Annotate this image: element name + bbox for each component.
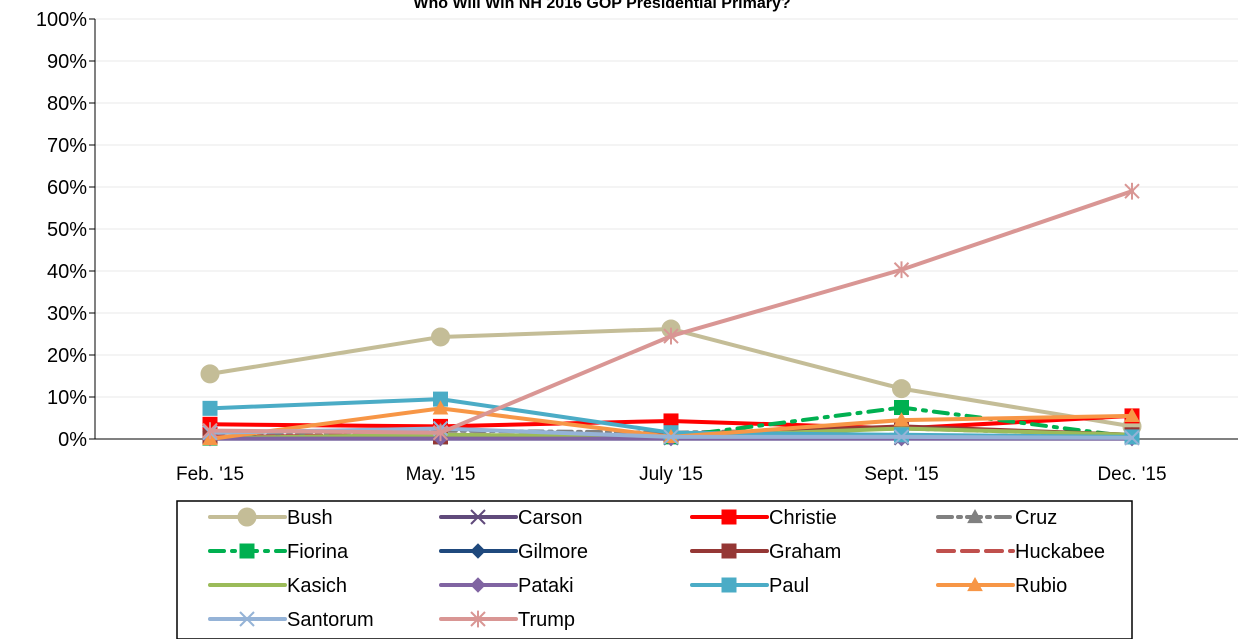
y-tick-label: 80% xyxy=(47,93,87,115)
data-point xyxy=(893,412,910,427)
legend-swatch-marker xyxy=(967,576,983,592)
marker-x-stroke xyxy=(1124,430,1140,446)
x-tick-label: Feb. '15 xyxy=(176,464,244,485)
x-tick-label: Dec. '15 xyxy=(1097,464,1166,485)
data-point xyxy=(431,327,450,347)
legend-swatch-marker xyxy=(237,507,257,527)
legend-label: Bush xyxy=(287,507,333,529)
y-tick-label: 30% xyxy=(47,303,87,325)
series-lines xyxy=(200,182,1142,447)
legend-label: Pataki xyxy=(518,575,574,597)
chart-title: Who Will Win NH 2016 GOP Presidential Pr… xyxy=(413,0,790,12)
legend-item: Paul xyxy=(690,575,809,597)
legend-swatch-marker xyxy=(721,509,737,525)
data-point xyxy=(202,400,218,416)
y-tick-label: 40% xyxy=(47,261,87,283)
data-point xyxy=(432,400,449,415)
legend-swatch-marker xyxy=(239,611,255,627)
data-point xyxy=(1124,430,1140,446)
y-tick-label: 70% xyxy=(47,135,87,157)
legend-swatch-marker xyxy=(470,577,486,593)
data-point xyxy=(1124,407,1140,422)
y-tick-label: 20% xyxy=(47,345,87,367)
legend-item: Fiorina xyxy=(208,541,349,563)
legend-label: Carson xyxy=(518,507,582,529)
y-tick-label: 10% xyxy=(47,387,87,409)
marker-x-stroke xyxy=(239,611,255,627)
legend-swatch-marker xyxy=(967,508,983,524)
legend-swatch-marker xyxy=(470,509,486,525)
legend: Bush Carson Christie Cruz Fiorina Gilmore Grah… xyxy=(176,500,1133,639)
data-point xyxy=(893,261,910,279)
legend-item: Santorum xyxy=(208,609,374,631)
y-tick-label: 100% xyxy=(36,9,87,31)
marker-x-stroke xyxy=(470,509,486,525)
y-tick-label: 90% xyxy=(47,51,87,73)
legend-item: Christie xyxy=(690,507,837,529)
legend-item: Pataki xyxy=(439,575,574,597)
legend-label: Rubio xyxy=(1015,575,1067,597)
legend-frame xyxy=(176,500,1133,639)
legend-swatch-marker xyxy=(239,543,255,559)
legend-label: Christie xyxy=(769,507,837,529)
legend-item: Trump xyxy=(439,609,575,631)
legend-item: Gilmore xyxy=(439,541,588,563)
legend-label: Graham xyxy=(769,541,841,563)
legend-label: Huckabee xyxy=(1015,541,1105,563)
legend-item: Bush xyxy=(208,507,333,529)
y-tick-label: 0% xyxy=(58,429,87,451)
data-point xyxy=(894,427,909,443)
y-axis-tick-labels: 0% 10% 20% 30% 40% 50% 60% 70% 80% 90% 100% xyxy=(36,9,87,451)
data-point xyxy=(202,422,218,439)
legend-label: Cruz xyxy=(1015,507,1057,529)
legend-label: Trump xyxy=(518,609,575,631)
data-point xyxy=(893,429,910,445)
legend-item: Graham xyxy=(690,541,841,563)
marker-x-stroke xyxy=(893,429,910,445)
y-tick-label: 50% xyxy=(47,219,87,241)
y-tick-label: 60% xyxy=(47,177,87,199)
data-point xyxy=(663,327,679,345)
legend-label: Kasich xyxy=(287,575,347,597)
legend-swatch-marker xyxy=(721,543,737,559)
legend-item: Rubio xyxy=(936,575,1067,597)
x-tick-label: July '15 xyxy=(639,464,703,485)
marker-x-stroke xyxy=(663,429,679,445)
data-point xyxy=(892,379,911,399)
legend-label: Gilmore xyxy=(518,541,588,563)
legend-item: Kasich xyxy=(208,575,347,597)
legend-item: Cruz xyxy=(936,507,1057,529)
data-point xyxy=(1124,182,1140,200)
x-tick-label: May. '15 xyxy=(406,464,476,485)
legend-swatch-marker xyxy=(470,543,486,559)
x-tick-label: Sept. '15 xyxy=(864,464,938,485)
legend-label: Paul xyxy=(769,575,809,597)
data-point xyxy=(432,424,449,442)
legend-swatch-marker xyxy=(721,577,737,593)
data-point xyxy=(663,429,679,445)
x-axis-tick-labels: Feb. '15 May. '15 July '15 Sept. '15 Dec. '1… xyxy=(176,464,1167,485)
legend-item: Carson xyxy=(439,507,582,529)
data-point xyxy=(200,364,220,384)
legend-swatch-marker xyxy=(470,610,486,628)
legend-label: Fiorina xyxy=(287,541,349,563)
legend-item: Huckabee xyxy=(936,541,1105,563)
legend-label: Santorum xyxy=(287,609,374,631)
series-trump xyxy=(202,182,1140,442)
gridlines xyxy=(95,18,1238,398)
